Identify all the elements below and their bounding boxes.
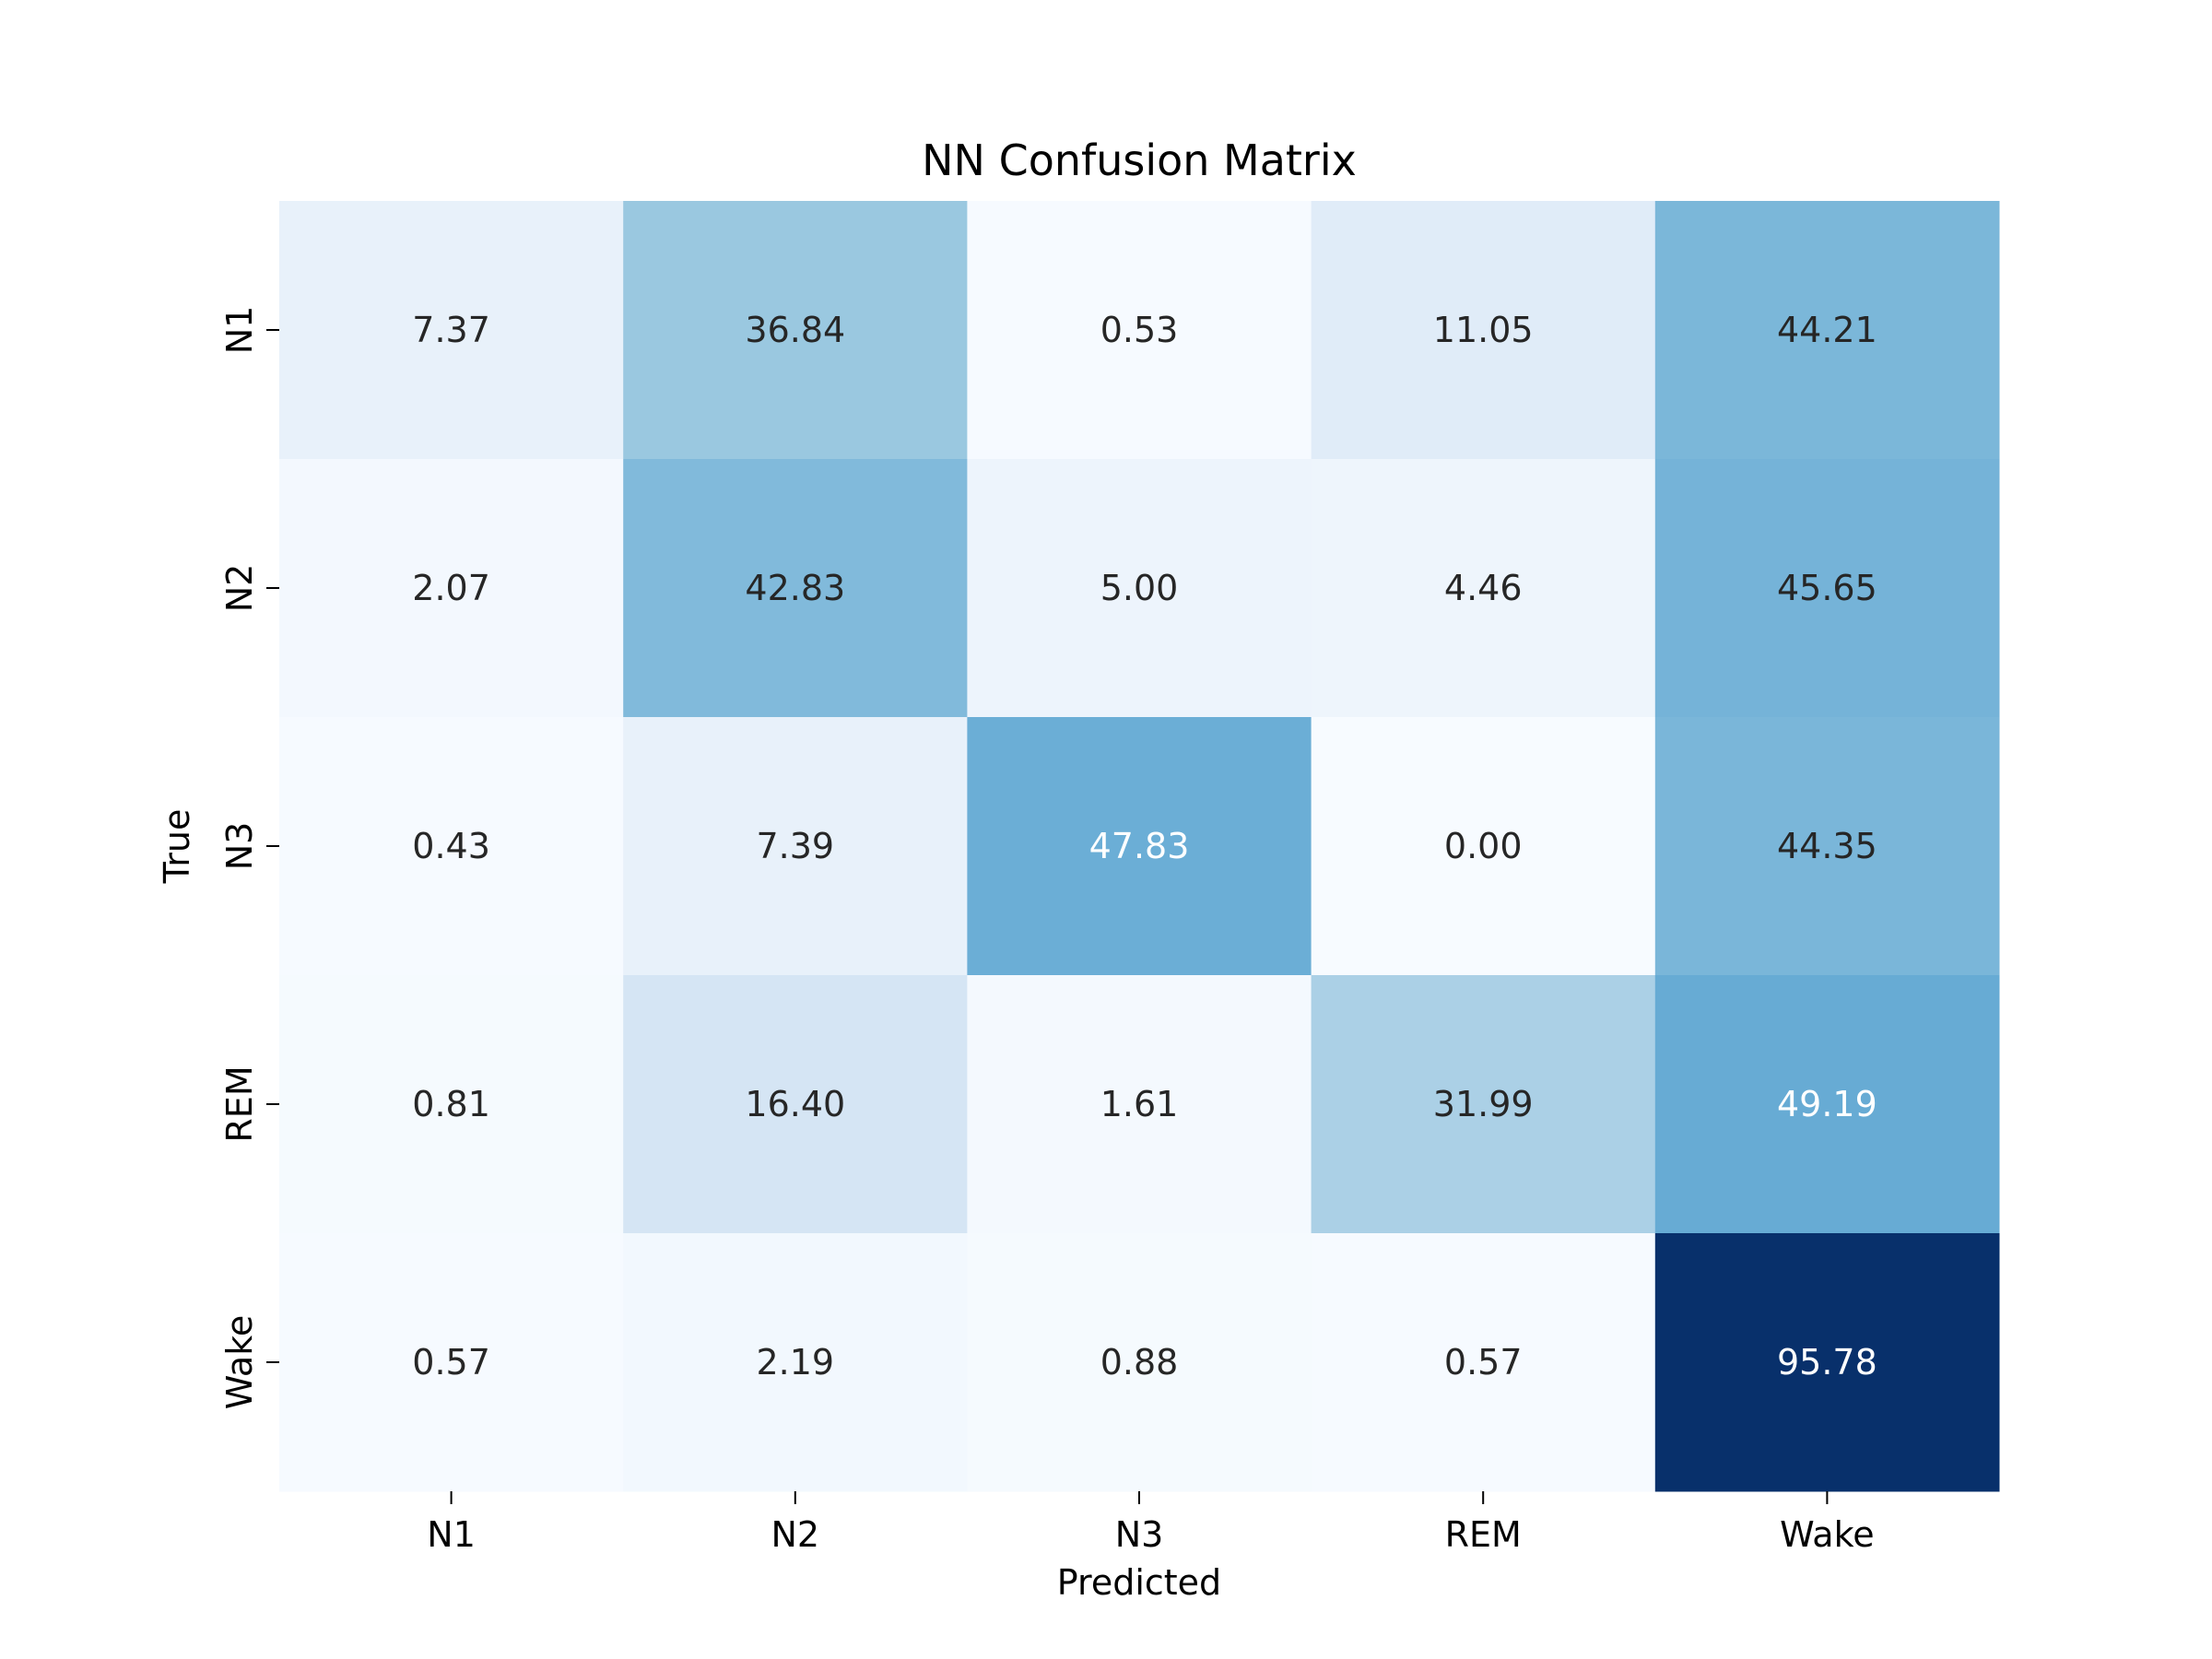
cell-value-label: 0.57 <box>412 1342 490 1382</box>
y-tick-label: N2 <box>219 564 260 613</box>
y-axis-ticks: N1 N2 N3 REM Wake <box>219 306 279 1409</box>
heatmap-cell <box>279 717 624 976</box>
heatmap-cell <box>279 459 624 718</box>
heatmap-cell <box>1311 717 1656 976</box>
x-tick-label: N3 <box>1115 1514 1164 1555</box>
x-tick-label: N1 <box>427 1514 476 1555</box>
heatmap-cell <box>1311 1233 1656 1492</box>
cell-value-label: 95.78 <box>1777 1342 1877 1382</box>
heatmap-cell <box>1654 201 2000 460</box>
cell-value-label: 5.00 <box>1100 568 1179 608</box>
cell-value-label: 45.65 <box>1777 568 1877 608</box>
heatmap-cell <box>1654 459 2000 718</box>
y-tick-label: REM <box>219 1065 260 1142</box>
heatmap-cell <box>967 717 1312 976</box>
heatmap-cell <box>967 1233 1312 1492</box>
heatmap-cell <box>1654 717 2000 976</box>
cell-value-label: 1.61 <box>1100 1084 1179 1124</box>
heatmap-cell <box>967 201 1312 460</box>
cell-value-label: 0.81 <box>412 1084 490 1124</box>
cell-value-label: 42.83 <box>745 568 845 608</box>
cell-value-label: 16.40 <box>745 1084 845 1124</box>
heatmap-cell <box>623 1233 968 1492</box>
heatmap-cell <box>623 975 968 1234</box>
cell-value-label: 31.99 <box>1433 1084 1534 1124</box>
y-tick-label: N1 <box>219 306 260 355</box>
cell-value-label: 36.84 <box>745 310 845 350</box>
x-axis-label: Predicted <box>1057 1562 1221 1603</box>
cell-value-label: 11.05 <box>1433 310 1534 350</box>
heatmap-cell <box>967 459 1312 718</box>
chart-title: NN Confusion Matrix <box>922 135 1357 185</box>
y-tick-label: Wake <box>219 1315 260 1409</box>
heatmap-cell <box>967 975 1312 1234</box>
cell-value-label: 0.00 <box>1444 826 1523 866</box>
cell-value-label: 7.39 <box>756 826 834 866</box>
cell-value-label: 2.19 <box>756 1342 834 1382</box>
y-axis-label: True <box>157 809 197 885</box>
heatmap-cell <box>279 201 624 460</box>
cell-value-label: 0.43 <box>412 826 490 866</box>
heatmap-cell <box>623 459 968 718</box>
x-tick-label: Wake <box>1780 1514 1874 1555</box>
cell-value-label: 47.83 <box>1089 826 1190 866</box>
x-tick-label: REM <box>1445 1514 1522 1555</box>
cell-value-label: 0.57 <box>1444 1342 1523 1382</box>
heatmap-cell <box>1654 1233 2000 1492</box>
cell-value-label: 44.35 <box>1777 826 1877 866</box>
cell-value-label: 49.19 <box>1777 1084 1877 1124</box>
heatmap-cell <box>1311 975 1656 1234</box>
heatmap-cell <box>623 717 968 976</box>
cell-value-label: 0.88 <box>1100 1342 1179 1382</box>
cell-value-label: 2.07 <box>412 568 490 608</box>
x-axis-ticks: N1 N2 N3 REM Wake <box>427 1491 1875 1555</box>
heatmap-cell <box>279 1233 624 1492</box>
heatmap-cell <box>623 201 968 460</box>
cell-value-label: 0.53 <box>1100 310 1179 350</box>
heatmap-cell <box>279 975 624 1234</box>
cell-value-label: 7.37 <box>412 310 490 350</box>
y-tick-label: N3 <box>219 822 260 871</box>
heatmap-cell <box>1654 975 2000 1234</box>
cell-value-label: 4.46 <box>1444 568 1523 608</box>
heatmap-cells: 7.37 36.84 0.53 11.05 44.21 2.07 42.83 5.00 4.46… <box>279 201 2000 1492</box>
x-tick-label: N2 <box>771 1514 819 1555</box>
heatmap-cell <box>1311 459 1656 718</box>
heatmap-cell <box>1311 201 1656 460</box>
cell-value-label: 44.21 <box>1777 310 1877 350</box>
